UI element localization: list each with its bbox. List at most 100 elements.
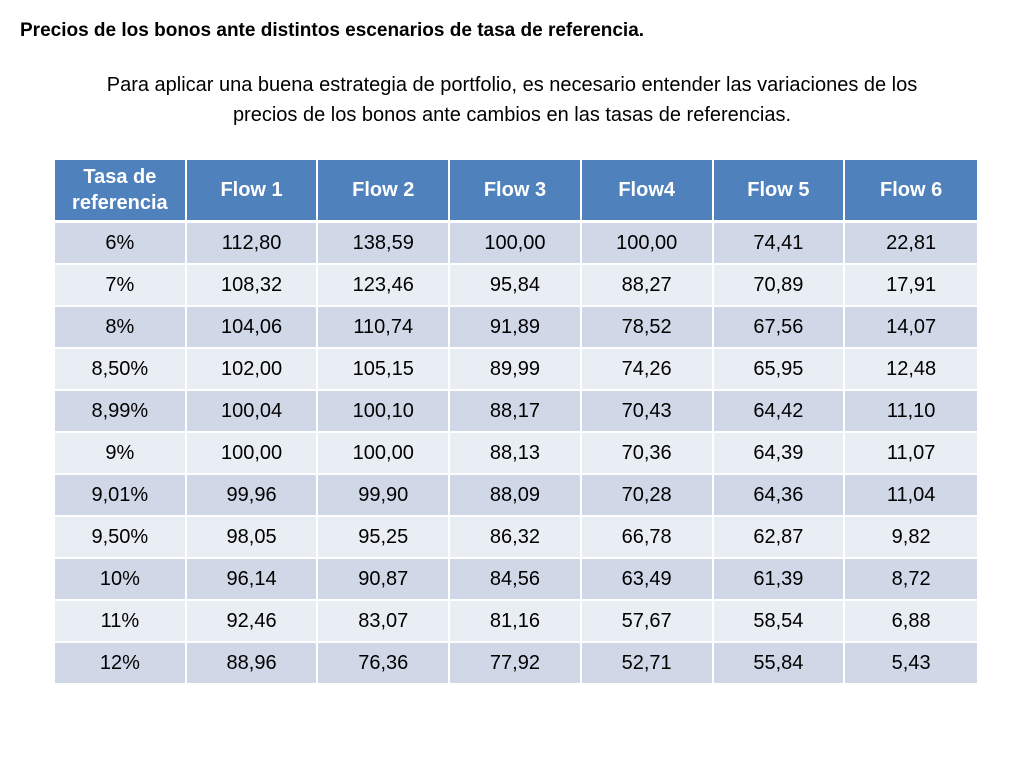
table-row: 12% 88,96 76,36 77,92 52,71 55,84 5,43 [55,643,977,685]
cell-flow-2: 100,00 [318,433,451,475]
cell-flow-6: 11,04 [845,475,977,517]
cell-tasa-de-referencia: 8,99% [55,391,187,433]
cell-flow-4: 63,49 [581,559,714,601]
cell-flow-1: 99,96 [186,475,319,517]
cell-flow-4: 66,78 [581,517,714,559]
header-tasa-line-1: Tasa de [83,166,157,188]
table-row: 10% 96,14 90,87 84,56 63,49 61,39 8,72 [55,559,977,601]
cell-flow-3: 86,32 [450,517,582,559]
cell-flow-2: 76,36 [318,643,451,685]
header-row: Tasa de referencia Flow 1 Flow 2 Flow 3 … [55,160,977,223]
cell-flow-5: 61,39 [713,559,846,601]
cell-flow-5: 62,87 [713,517,846,559]
cell-flow-2: 90,87 [318,559,451,601]
cell-flow-6: 11,07 [845,433,977,475]
cell-flow-2: 138,59 [318,223,451,265]
cell-flow-1: 100,04 [186,391,319,433]
cell-flow-3: 77,92 [450,643,582,685]
cell-flow-4: 52,71 [581,643,714,685]
cell-tasa-de-referencia: 6% [55,223,187,265]
header-flow-3: Flow 3 [450,160,582,223]
cell-flow-2: 95,25 [318,517,451,559]
cell-flow-4: 88,27 [581,265,714,307]
cell-flow-3: 100,00 [450,223,582,265]
cell-flow-2: 105,15 [318,349,451,391]
cell-flow-1: 104,06 [186,307,319,349]
cell-flow-1: 100,00 [186,433,319,475]
table-row: 8,50% 102,00 105,15 89,99 74,26 65,95 12,48 [55,349,977,391]
cell-flow-3: 84,56 [450,559,582,601]
table-row: 6% 112,80 138,59 100,00 100,00 74,41 22,81 [55,223,977,265]
cell-flow-6: 5,43 [845,643,977,685]
cell-flow-1: 112,80 [186,223,319,265]
cell-flow-5: 64,39 [713,433,846,475]
cell-flow-5: 58,54 [713,601,846,643]
cell-flow-5: 55,84 [713,643,846,685]
table-row: 9,01% 99,96 99,90 88,09 70,28 64,36 11,04 [55,475,977,517]
cell-flow-6: 17,91 [845,265,977,307]
intro-line-2: precios de los bonos ante cambios en las… [232,104,792,126]
cell-tasa-de-referencia: 10% [55,559,187,601]
cell-flow-2: 123,46 [318,265,451,307]
cell-flow-3: 88,09 [450,475,582,517]
cell-tasa-de-referencia: 11% [55,601,187,643]
cell-flow-1: 96,14 [186,559,319,601]
table-row: 8% 104,06 110,74 91,89 78,52 67,56 14,07 [55,307,977,349]
cell-flow-5: 64,42 [713,391,846,433]
cell-flow-1: 102,00 [186,349,319,391]
cell-flow-6: 9,82 [845,517,977,559]
cell-flow-5: 64,36 [713,475,846,517]
cell-flow-4: 100,00 [581,223,714,265]
cell-flow-3: 88,17 [450,391,582,433]
header-flow-2: Flow 2 [318,160,451,223]
cell-flow-6: 12,48 [845,349,977,391]
header-flow-1: Flow 1 [186,160,319,223]
table-row: 8,99% 100,04 100,10 88,17 70,43 64,42 11,10 [55,391,977,433]
intro-line-1: Para aplicar una buena estrategia de por… [106,74,918,96]
cell-tasa-de-referencia: 9,50% [55,517,187,559]
cell-tasa-de-referencia: 8,50% [55,349,187,391]
cell-tasa-de-referencia: 12% [55,643,187,685]
table-row: 7% 108,32 123,46 95,84 88,27 70,89 17,91 [55,265,977,307]
header-flow-5: Flow 5 [713,160,846,223]
header-tasa-de-referencia: Tasa de referencia [55,160,187,223]
cell-flow-3: 91,89 [450,307,582,349]
header-flow-6: Flow 6 [845,160,977,223]
cell-flow-5: 70,89 [713,265,846,307]
cell-flow-3: 89,99 [450,349,582,391]
cell-tasa-de-referencia: 8% [55,307,187,349]
cell-flow-1: 92,46 [186,601,319,643]
cell-flow-1: 108,32 [186,265,319,307]
cell-flow-4: 70,28 [581,475,714,517]
cell-flow-3: 95,84 [450,265,582,307]
cell-flow-6: 6,88 [845,601,977,643]
intro-paragraph: Para aplicar una buena estrategia de por… [10,70,1014,130]
cell-flow-4: 70,36 [581,433,714,475]
slide-title: Precios de los bonos ante distintos esce… [20,20,645,41]
cell-flow-4: 74,26 [581,349,714,391]
cell-flow-4: 78,52 [581,307,714,349]
table-row: 9,50% 98,05 95,25 86,32 66,78 62,87 9,82 [55,517,977,559]
cell-flow-6: 14,07 [845,307,977,349]
cell-flow-1: 88,96 [186,643,319,685]
table-row: 11% 92,46 83,07 81,16 57,67 58,54 6,88 [55,601,977,643]
cell-flow-6: 8,72 [845,559,977,601]
header-tasa-line-2: referencia [72,192,168,214]
cell-flow-2: 99,90 [318,475,451,517]
cell-flow-5: 65,95 [713,349,846,391]
cell-flow-2: 100,10 [318,391,451,433]
bond-price-table: Tasa de referencia Flow 1 Flow 2 Flow 3 … [55,160,977,685]
cell-flow-2: 83,07 [318,601,451,643]
cell-flow-2: 110,74 [318,307,451,349]
header-flow-4: Flow4 [581,160,714,223]
cell-flow-1: 98,05 [186,517,319,559]
table-header: Tasa de referencia Flow 1 Flow 2 Flow 3 … [55,160,977,223]
cell-flow-6: 22,81 [845,223,977,265]
cell-flow-3: 88,13 [450,433,582,475]
table-body: 6% 112,80 138,59 100,00 100,00 74,41 22,81 7% 10… [55,223,977,685]
cell-flow-6: 11,10 [845,391,977,433]
cell-flow-4: 70,43 [581,391,714,433]
cell-flow-3: 81,16 [450,601,582,643]
cell-tasa-de-referencia: 7% [55,265,187,307]
table-row: 9% 100,00 100,00 88,13 70,36 64,39 11,07 [55,433,977,475]
